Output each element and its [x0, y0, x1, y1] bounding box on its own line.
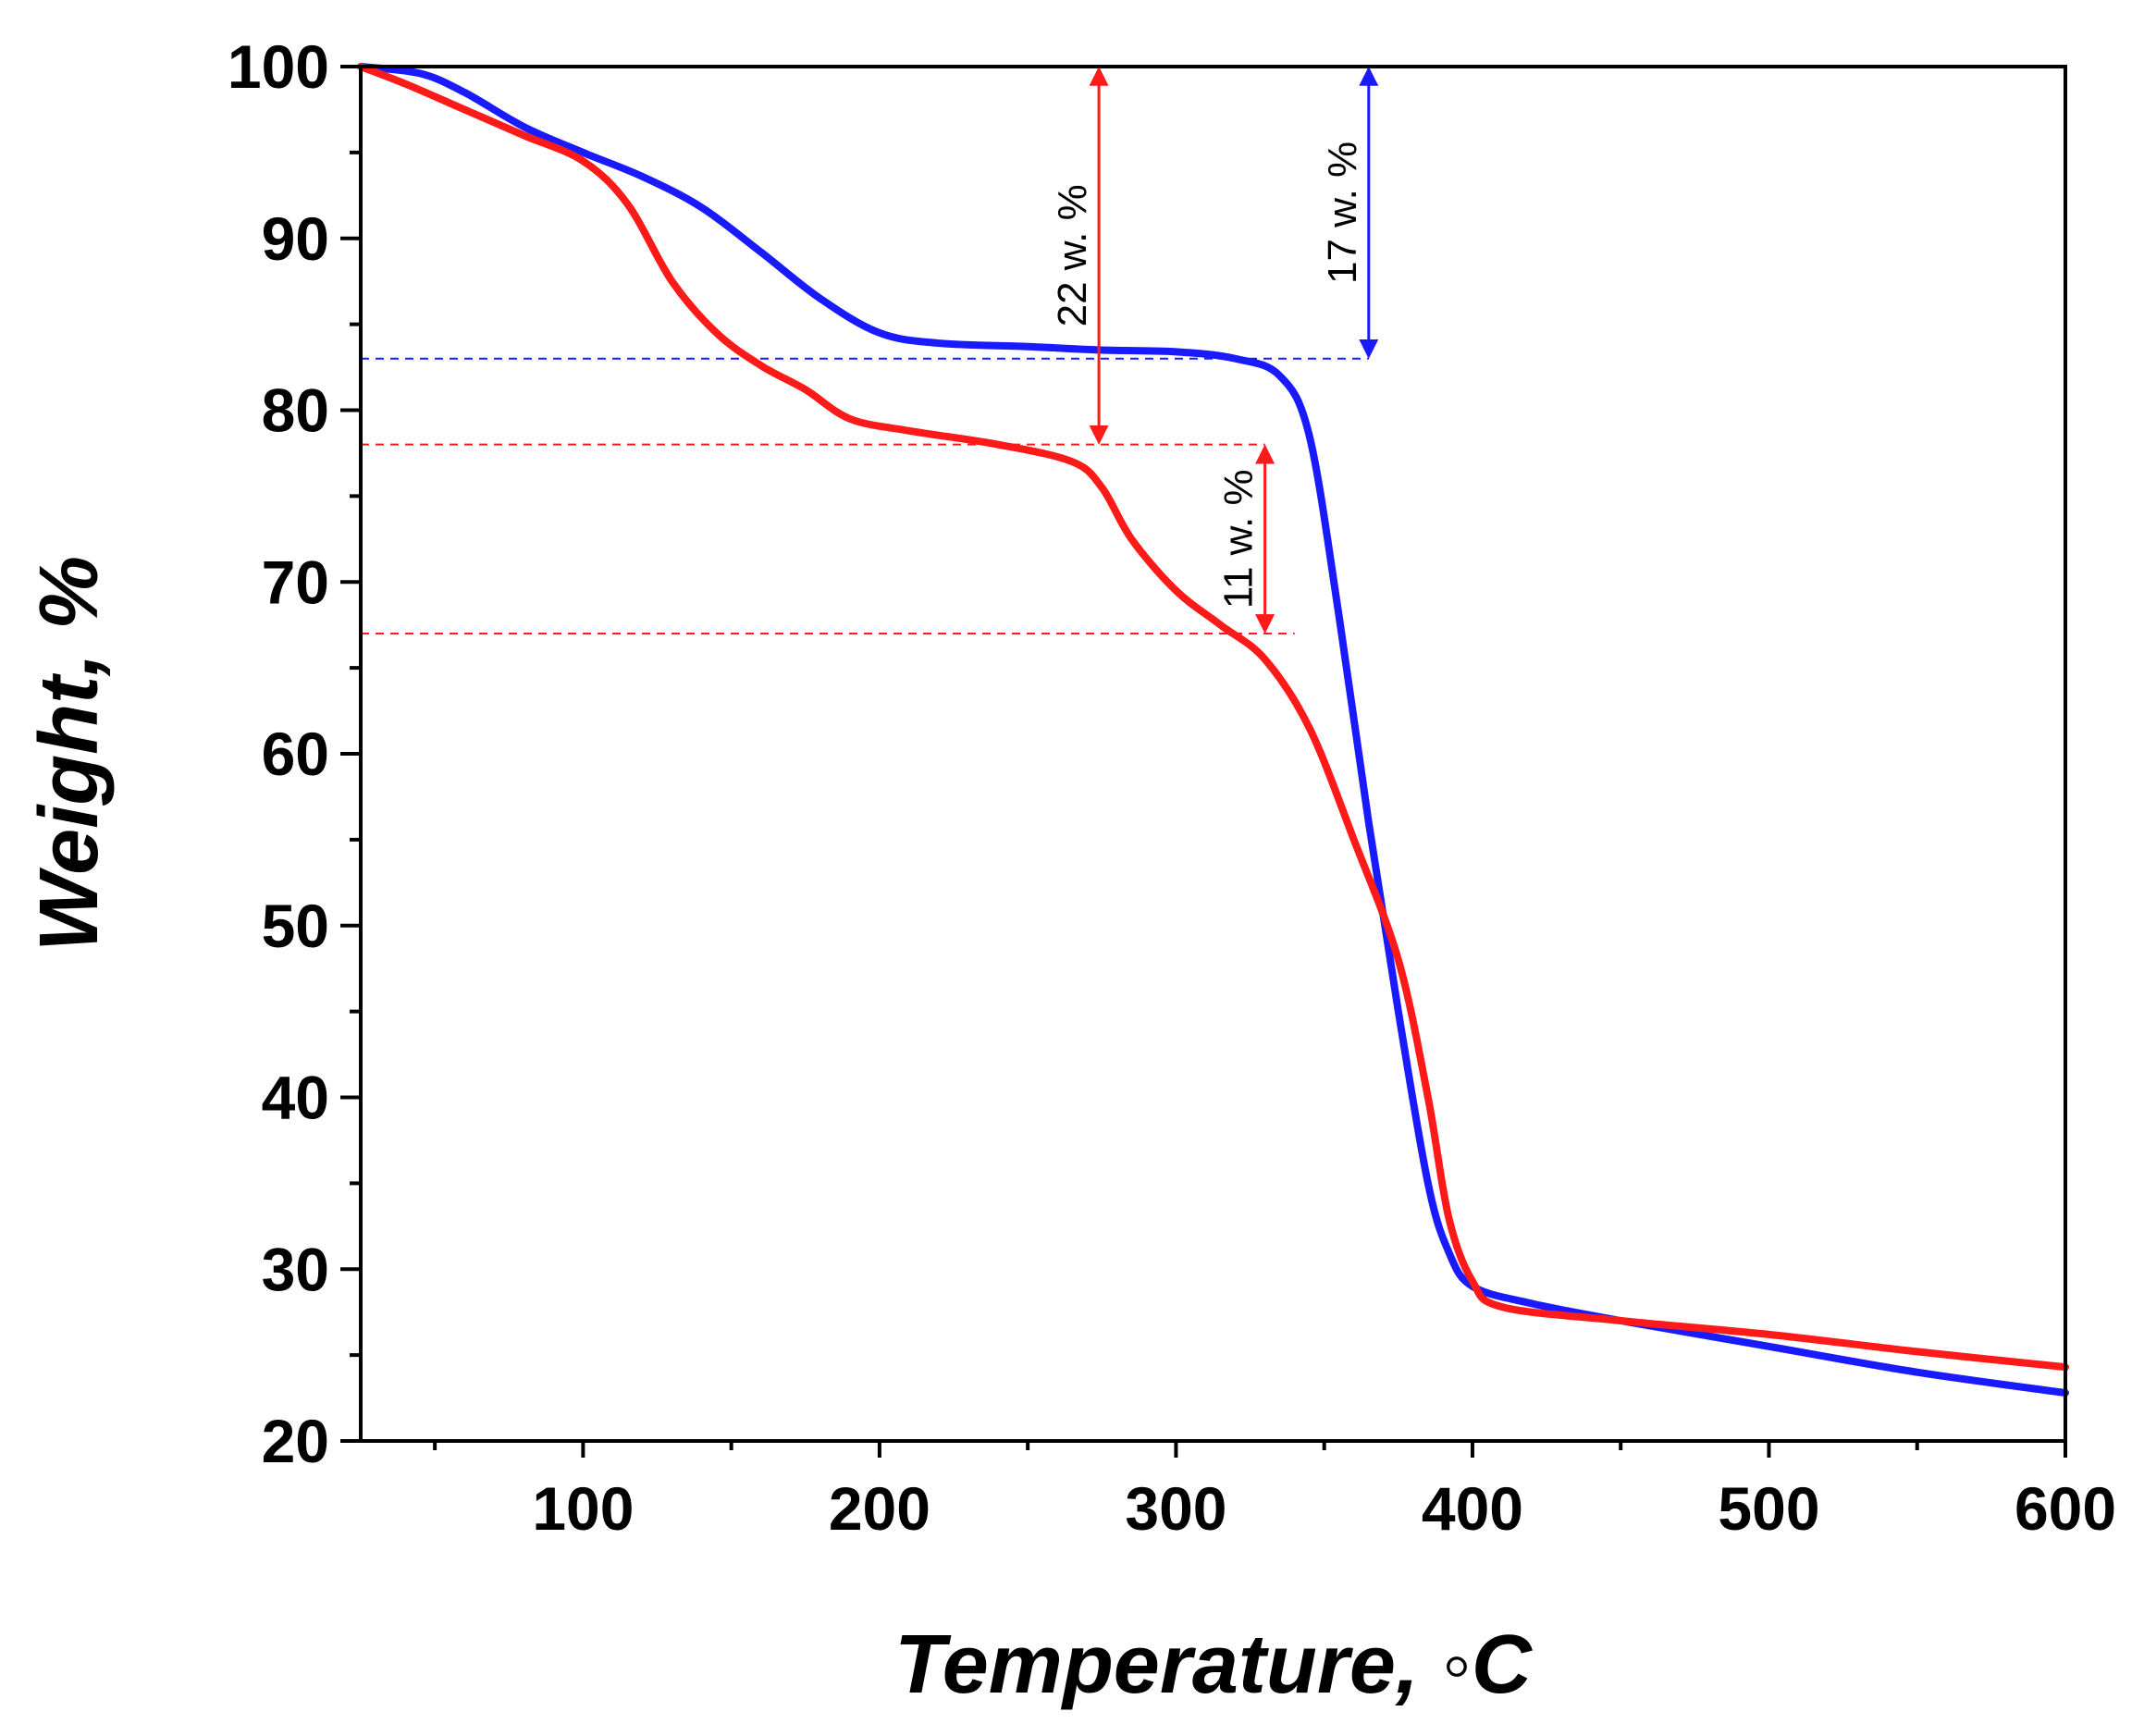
reference-lines — [361, 357, 1369, 634]
y-tick-label: 70 — [262, 548, 329, 616]
x-axis-ticks: 100 200 300 400 500 600 — [433, 1441, 2116, 1543]
y-tick-label: 60 — [262, 720, 329, 788]
annotations: 22 w. % 17 w. % 11 w. % — [1050, 66, 1379, 634]
y-tick-label: 90 — [262, 204, 329, 273]
x-tick-label: 200 — [829, 1474, 930, 1543]
y-tick-label: 20 — [262, 1407, 329, 1475]
y-tick-label: 50 — [262, 892, 329, 960]
y-tick-label: 80 — [262, 376, 329, 445]
x-tick-label: 400 — [1422, 1474, 1523, 1543]
annotation-label: 17 w. % — [1320, 142, 1365, 284]
y-tick-label: 30 — [262, 1235, 329, 1303]
data-series — [357, 63, 2069, 1397]
y-axis-ticks: 20 30 40 50 60 70 80 90 100 — [228, 32, 361, 1475]
y-tick-label: 40 — [262, 1064, 329, 1132]
plot-frame — [359, 65, 2067, 1443]
x-tick-label: 300 — [1125, 1474, 1226, 1543]
blue-curve — [357, 63, 2069, 1397]
x-tick-label: 100 — [532, 1474, 634, 1543]
annotation-label: 11 w. % — [1216, 469, 1262, 609]
y-axis-title: Weight, % — [23, 556, 116, 952]
red-curve — [357, 63, 2069, 1372]
x-tick-label: 600 — [2015, 1474, 2116, 1543]
x-tick-label: 500 — [1718, 1474, 1819, 1543]
annotation-label: 22 w. % — [1050, 184, 1095, 326]
x-axis-title: Temperature, ◦C — [894, 1619, 1534, 1711]
y-tick-label: 100 — [228, 32, 329, 101]
